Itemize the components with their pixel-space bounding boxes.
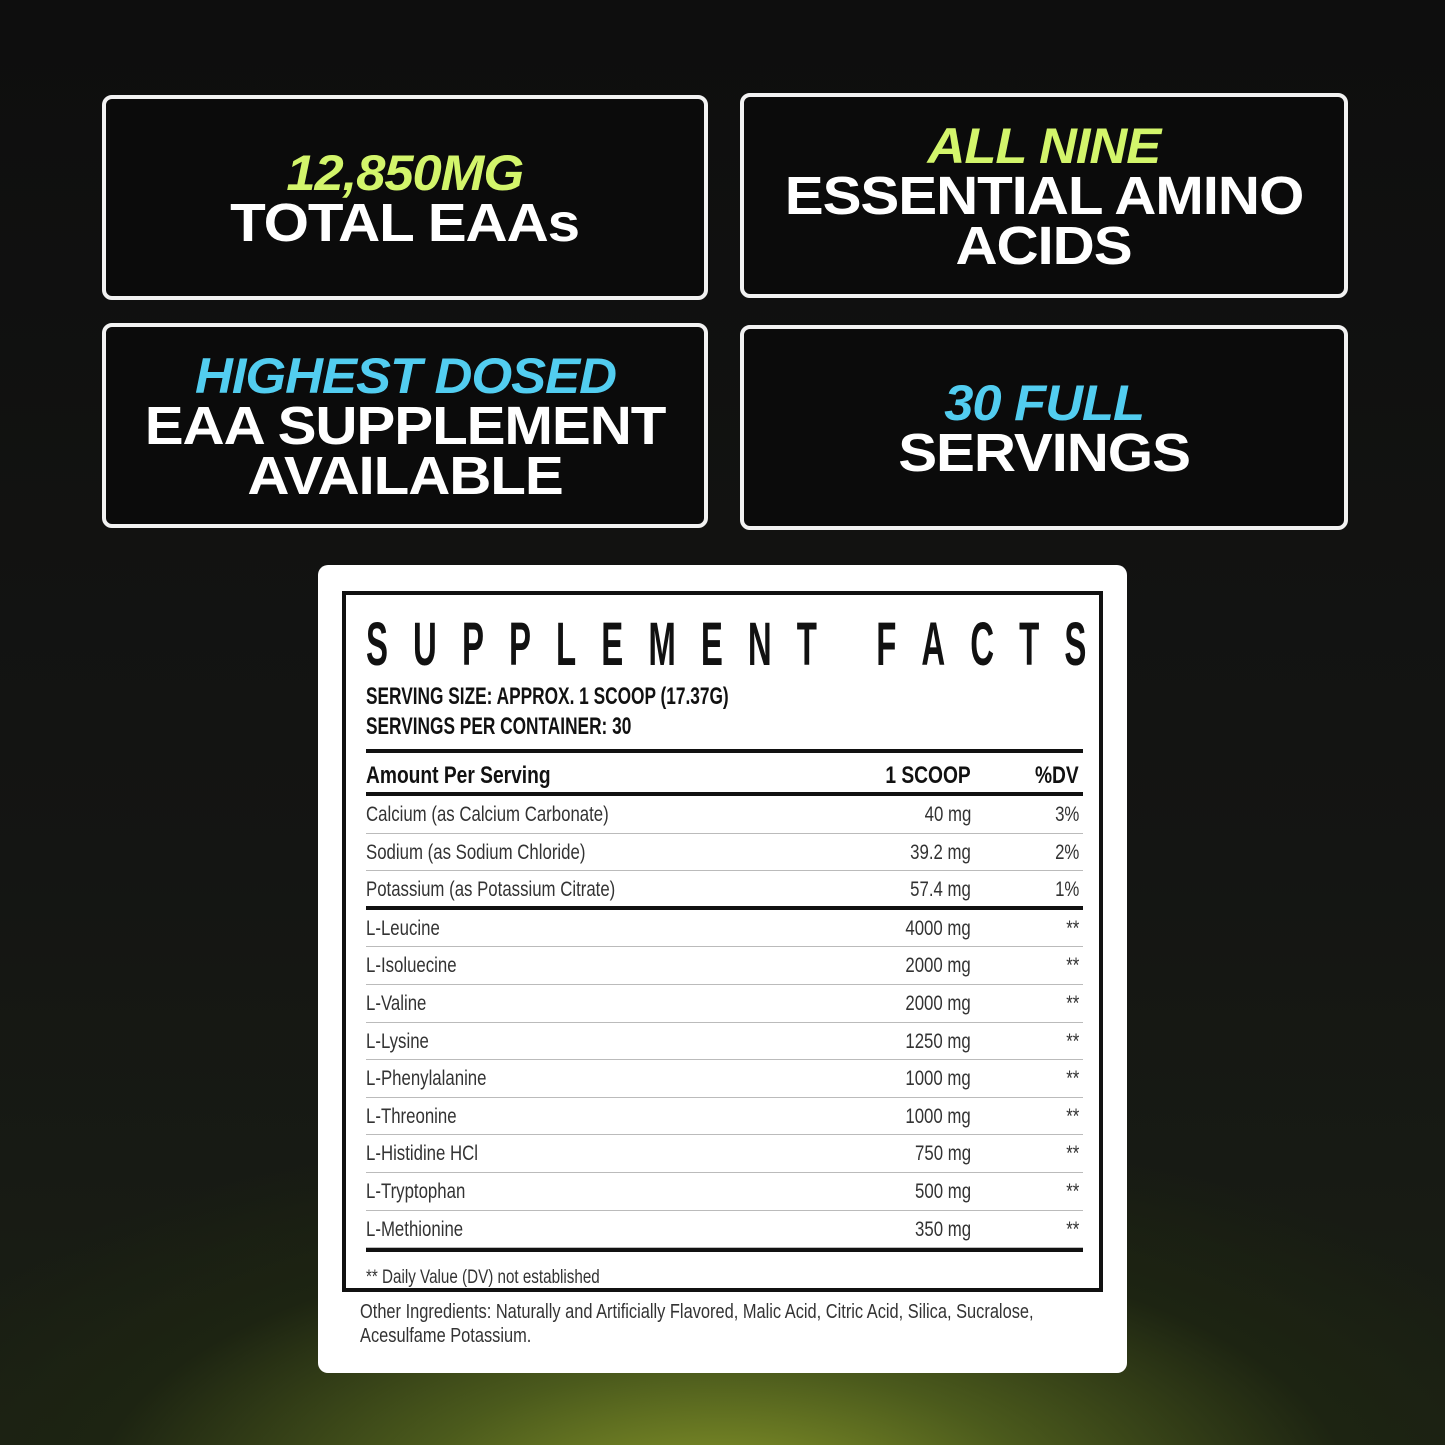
feature-all-nine: ALL NINE ESSENTIAL AMINO ACIDS bbox=[740, 93, 1348, 298]
feature-text: AVAILABLE bbox=[247, 445, 563, 506]
title-letter: T bbox=[1019, 610, 1040, 679]
header-amount: 1 SCOOP bbox=[885, 762, 971, 789]
title-letter: T bbox=[796, 610, 817, 679]
cell-dv: ** bbox=[1065, 1104, 1079, 1128]
other-ingredients: Other Ingredients: Naturally and Artific… bbox=[360, 1301, 1034, 1347]
cell-amount: 1000 mg bbox=[905, 1104, 971, 1128]
feature-highlight: 30 FULL bbox=[944, 374, 1145, 431]
cell-amount: 350 mg bbox=[914, 1217, 971, 1241]
table-row: L-Valine 2000 mg ** bbox=[366, 985, 1083, 1023]
cell-name: L-Tryptophan bbox=[366, 1180, 466, 1203]
cell-amount: 40 mg bbox=[924, 803, 971, 826]
cell-dv: ** bbox=[1065, 1217, 1079, 1241]
title-letter bbox=[842, 609, 851, 679]
feature-total-eaas: 12,850MG TOTAL EAAs bbox=[102, 95, 708, 300]
serving-size: SERVING SIZE: APPROX. 1 SCOOP (17.37G) bbox=[366, 683, 729, 710]
title-letter: S bbox=[1064, 610, 1087, 679]
title-letter: N bbox=[747, 610, 772, 679]
feature-highlight: 12,850MG bbox=[286, 144, 525, 201]
table-row: L-Histidine HCl 750 mg ** bbox=[366, 1135, 1083, 1173]
table-row: L-Leucine 4000 mg ** bbox=[366, 910, 1083, 948]
table-row: L-Methionine 350 mg ** bbox=[366, 1211, 1083, 1249]
cell-amount: 500 mg bbox=[914, 1180, 971, 1203]
cell-name: L-Valine bbox=[366, 992, 427, 1015]
title-letter: P bbox=[509, 610, 532, 679]
cell-dv: ** bbox=[1065, 954, 1079, 978]
cell-amount: 1000 mg bbox=[905, 1067, 971, 1091]
cell-dv: 1% bbox=[1054, 878, 1079, 902]
cell-dv: ** bbox=[1065, 1180, 1079, 1203]
cell-dv: ** bbox=[1065, 1029, 1079, 1053]
divider bbox=[366, 792, 1083, 796]
table-row: L-Isoluecine 2000 mg ** bbox=[366, 947, 1083, 985]
cell-dv: ** bbox=[1065, 992, 1079, 1015]
feature-highlight: ALL NINE bbox=[927, 117, 1162, 174]
table-row: Calcium (as Calcium Carbonate) 40 mg 3% bbox=[366, 796, 1083, 834]
feature-text: ESSENTIAL AMINO bbox=[784, 165, 1305, 226]
feature-servings: 30 FULL SERVINGS bbox=[740, 325, 1348, 530]
table-row: L-Lysine 1250 mg ** bbox=[366, 1023, 1083, 1061]
cell-name: L-Isoluecine bbox=[366, 954, 457, 978]
cell-name: L-Histidine HCl bbox=[366, 1142, 479, 1166]
feature-text: SERVINGS bbox=[898, 422, 1191, 483]
title-letter: C bbox=[970, 610, 995, 679]
table-row: Sodium (as Sodium Chloride) 39.2 mg 2% bbox=[366, 834, 1083, 872]
cell-dv: ** bbox=[1065, 1067, 1079, 1091]
cell-amount: 39.2 mg bbox=[910, 840, 971, 864]
cell-name: L-Lysine bbox=[366, 1029, 429, 1053]
cell-amount: 2000 mg bbox=[905, 954, 971, 978]
cell-amount: 1250 mg bbox=[905, 1029, 971, 1053]
table-row: L-Threonine 1000 mg ** bbox=[366, 1098, 1083, 1136]
servings-per-container: SERVINGS PER CONTAINER: 30 bbox=[366, 713, 632, 740]
cell-amount: 4000 mg bbox=[905, 916, 971, 940]
title-letter: S bbox=[366, 610, 389, 679]
cell-name: L-Methionine bbox=[366, 1217, 464, 1241]
title-letter: E bbox=[700, 610, 723, 679]
cell-amount: 2000 mg bbox=[905, 992, 971, 1015]
divider bbox=[366, 1248, 1083, 1252]
table-header: Amount Per Serving 1 SCOOP %DV bbox=[366, 755, 1083, 793]
cell-dv: ** bbox=[1065, 1142, 1079, 1166]
table-row: L-Tryptophan 500 mg ** bbox=[366, 1173, 1083, 1211]
title-letter: L bbox=[556, 610, 577, 679]
cell-name: L-Phenylalanine bbox=[366, 1067, 487, 1091]
title-letter: F bbox=[876, 610, 897, 679]
footnote: ** Daily Value (DV) not established bbox=[366, 1267, 600, 1288]
feature-text: TOTAL EAAs bbox=[230, 192, 581, 253]
cell-name: Potassium (as Potassium Citrate) bbox=[366, 878, 616, 902]
title-letter: M bbox=[648, 610, 676, 679]
title-letter: E bbox=[601, 610, 624, 679]
cell-dv: 3% bbox=[1054, 803, 1079, 826]
title-letter: A bbox=[921, 610, 946, 679]
title-letter: P bbox=[461, 610, 484, 679]
cell-name: L-Threonine bbox=[366, 1104, 457, 1128]
header-name: Amount Per Serving bbox=[366, 762, 551, 789]
table-row: L-Phenylalanine 1000 mg ** bbox=[366, 1060, 1083, 1098]
header-dv: %DV bbox=[1035, 762, 1079, 789]
feature-highest-dosed: HIGHEST DOSED EAA SUPPLEMENT AVAILABLE bbox=[102, 323, 708, 528]
cell-name: Sodium (as Sodium Chloride) bbox=[366, 840, 586, 864]
cell-amount: 750 mg bbox=[914, 1142, 971, 1166]
feature-text: EAA SUPPLEMENT bbox=[144, 395, 667, 456]
feature-text: ACIDS bbox=[955, 215, 1133, 276]
cell-dv: 2% bbox=[1054, 840, 1079, 864]
feature-highlight: HIGHEST DOSED bbox=[194, 347, 616, 404]
table-row: Potassium (as Potassium Citrate) 57.4 mg 1… bbox=[366, 871, 1083, 909]
divider bbox=[366, 905, 1083, 910]
title-letter: U bbox=[413, 610, 437, 679]
cell-amount: 57.4 mg bbox=[910, 878, 971, 902]
cell-name: Calcium (as Calcium Carbonate) bbox=[366, 803, 609, 826]
cell-dv: ** bbox=[1065, 916, 1079, 940]
divider bbox=[366, 749, 1083, 753]
cell-name: L-Leucine bbox=[366, 916, 440, 940]
